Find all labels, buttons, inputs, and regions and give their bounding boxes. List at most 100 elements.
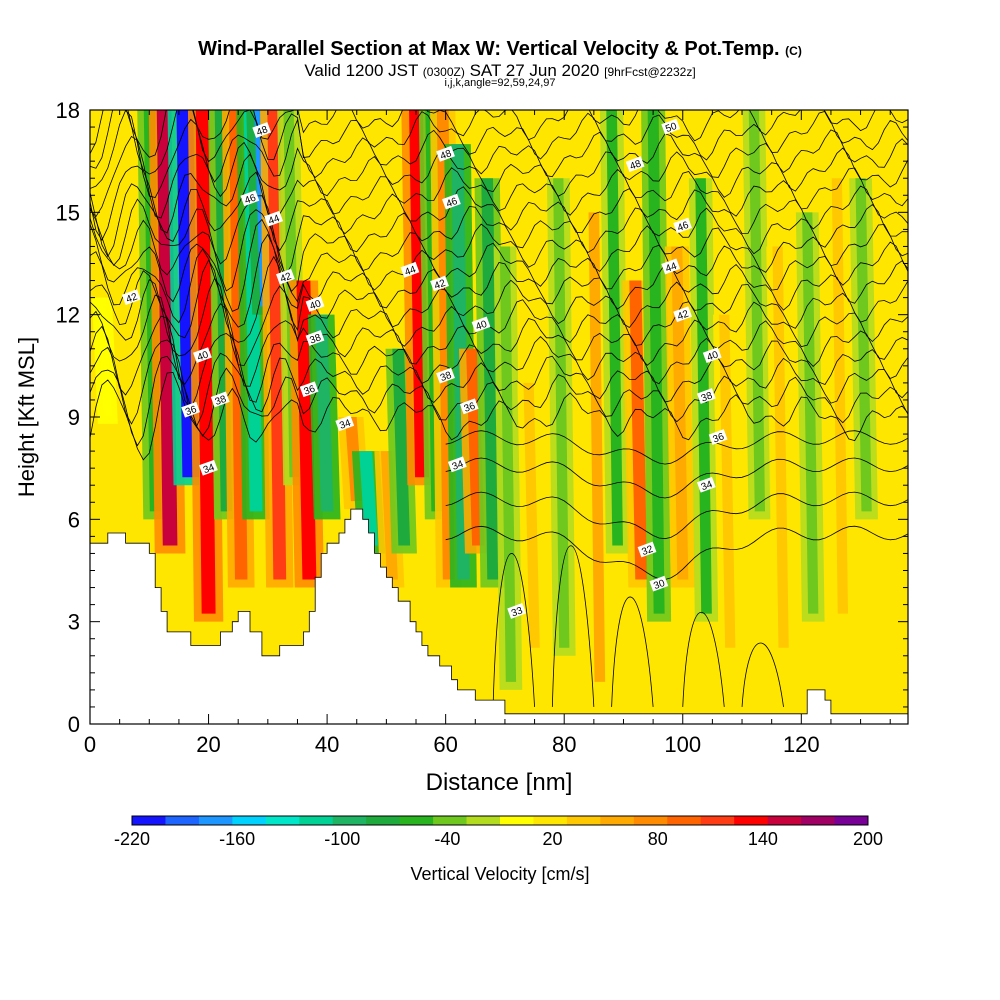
colorbar-swatch <box>265 816 300 825</box>
theta-contour-label: 36 <box>181 401 201 418</box>
theta-contour-line <box>90 110 908 158</box>
colorbar-swatch <box>734 816 769 825</box>
contour-label-bg <box>210 391 230 408</box>
theta-contour-line <box>90 233 908 328</box>
x-tick-label: 20 <box>196 732 220 757</box>
colorbar-swatch <box>165 816 200 825</box>
terrain-silhouette <box>89 508 909 725</box>
velocity-band-core <box>647 110 665 614</box>
theta-contour-line <box>445 457 908 499</box>
colorbar-swatch <box>700 816 735 825</box>
theta-contour-label: 36 <box>708 429 728 446</box>
theta-contour-label: 34 <box>696 476 716 493</box>
theta-contour-label: 34 <box>447 456 467 473</box>
velocity-band-core <box>748 110 766 512</box>
theta-contour-line <box>445 491 908 540</box>
theta-contour-label: 36 <box>459 398 479 415</box>
contour-label-bg <box>264 210 284 227</box>
theta-contour-line <box>90 195 908 276</box>
contour-label-bg <box>442 193 461 210</box>
velocity-band-core <box>481 178 500 580</box>
velocity-band-core <box>831 178 849 614</box>
theta-contour-label: 48 <box>436 145 455 162</box>
contour-label-bg <box>400 261 420 278</box>
colorbar-swatch <box>667 816 702 825</box>
colorbar-swatch <box>132 816 166 825</box>
contour-label-text: 44 <box>664 261 679 275</box>
contour-label-bg <box>181 401 201 418</box>
theta-contour-line <box>90 218 908 312</box>
chart-subtitle: Valid 1200 JST (0300Z) SAT 27 Jun 2020 [… <box>0 61 1000 81</box>
forecast-info: [9hrFcst@2232z] <box>604 65 696 79</box>
contour-label-text: 36 <box>303 383 318 397</box>
theta-contour-line <box>90 171 908 258</box>
contour-label-bg <box>436 145 455 162</box>
contour-label-text: 38 <box>214 394 229 408</box>
velocity-band-core <box>523 382 540 648</box>
contour-label-bg <box>436 367 455 384</box>
contour-label-text: 36 <box>463 401 478 415</box>
contour-label-bg <box>459 398 479 415</box>
contour-label-text: 46 <box>243 192 258 206</box>
theta-contour-label: 42 <box>121 289 141 306</box>
velocity-band-core <box>885 178 901 648</box>
contour-label-bg <box>199 459 218 476</box>
terrain-mask <box>89 508 909 725</box>
theta-contour-line <box>741 642 784 707</box>
velocity-band-core <box>588 212 606 682</box>
contour-label-text: 42 <box>676 308 691 322</box>
contour-label-text: 42 <box>433 278 448 292</box>
chart-title: Wind-Parallel Section at Max W: Vertical… <box>0 38 1000 61</box>
valid-time: Valid 1200 JST <box>304 61 419 80</box>
contour-label-text: 34 <box>338 418 353 432</box>
velocity-band-core <box>606 110 623 546</box>
chart-title-main: Wind-Parallel Section at Max W: Vertical… <box>198 38 780 60</box>
theta-contour-line <box>90 209 908 293</box>
y-axis-label: Height [Kft MSL] <box>14 337 39 497</box>
colorbar-swatch <box>232 816 267 825</box>
theta-contour-line <box>611 596 654 707</box>
velocity-band-core <box>772 246 789 648</box>
x-axis-label: Distance [nm] <box>426 769 573 796</box>
contour-label-text: 34 <box>202 462 217 476</box>
contour-label-bg <box>661 118 681 135</box>
contour-label-bg <box>702 347 722 364</box>
theta-contour-label: 40 <box>193 347 212 364</box>
contour-label-text: 40 <box>474 319 489 333</box>
y-tick-label: 0 <box>68 712 80 737</box>
colorbar-swatch <box>767 816 802 825</box>
vertical-velocity-field <box>91 110 907 690</box>
theta-contour-line <box>90 255 908 343</box>
contour-label-bg <box>507 603 527 619</box>
contour-label-text: 36 <box>712 431 727 445</box>
contour-label-text: 46 <box>445 196 460 210</box>
velocity-band-core <box>671 246 689 580</box>
theta-contour-line <box>90 153 908 241</box>
contour-label-bg <box>625 156 645 173</box>
theta-contour-line <box>445 430 908 465</box>
colorbar-swatch <box>566 816 601 825</box>
theta-contour-label: 44 <box>661 258 681 275</box>
contour-label-bg <box>240 190 260 207</box>
colorbar-swatch <box>466 816 501 825</box>
theta-contour-line <box>90 110 908 175</box>
colorbar-swatch <box>633 816 668 825</box>
colorbar-swatch <box>332 816 367 825</box>
theta-contour-label: 40 <box>305 296 325 312</box>
contour-label-bg <box>637 541 657 558</box>
contour-label-text: 42 <box>125 291 140 305</box>
theta-contour-label: 30 <box>649 575 669 592</box>
colorbar-swatch <box>533 816 568 825</box>
colorbar-swatch <box>299 816 334 825</box>
contour-label-text: 42 <box>279 271 294 285</box>
contour-label-bg <box>193 347 212 364</box>
contour-label-text: 50 <box>664 121 679 135</box>
theta-contour-label: 42 <box>673 306 693 323</box>
theta-contour-line <box>90 315 908 410</box>
colorbar-tick-label: 80 <box>648 829 668 849</box>
contour-label-bg <box>696 388 716 404</box>
contour-label-text: 46 <box>676 220 691 234</box>
y-tick-label: 15 <box>56 200 80 225</box>
